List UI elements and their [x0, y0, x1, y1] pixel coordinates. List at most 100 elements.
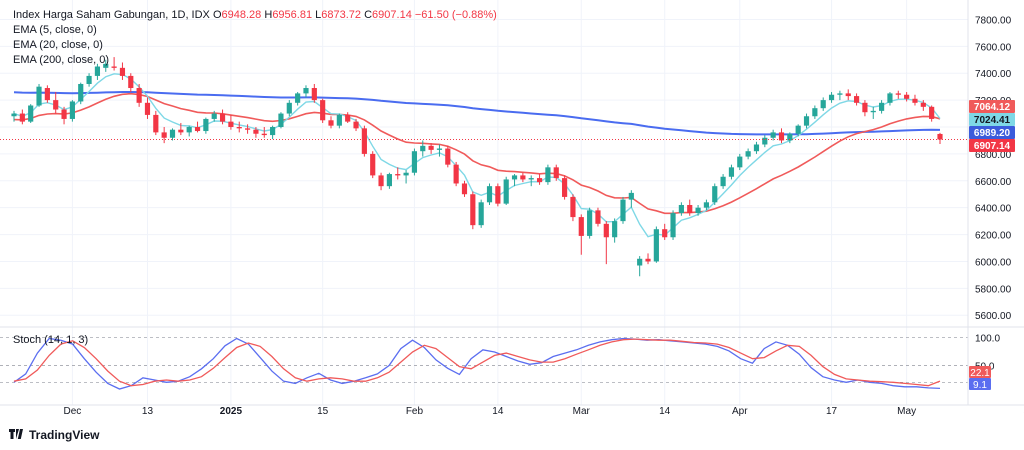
candle-body [295, 93, 301, 103]
candle-body [36, 86, 42, 106]
candle-body [19, 113, 25, 122]
candle-body [411, 151, 418, 173]
change-value: −61.50 (−0.88%) [414, 9, 497, 21]
time-tick-label: Dec [63, 406, 81, 417]
candle-body [144, 102, 151, 115]
candle-body [153, 114, 159, 133]
candle-body [194, 127, 201, 132]
candle-body [812, 108, 818, 117]
candle-body [119, 67, 126, 76]
last-price-tag: 6907.14 [974, 141, 1011, 152]
candle-body [378, 175, 384, 187]
candle-body [228, 121, 234, 128]
candle-body [44, 88, 50, 101]
candle-body [203, 118, 209, 132]
candle-body [545, 167, 551, 183]
candle-body [662, 229, 668, 238]
candle-body [587, 210, 593, 236]
price-tick-label: 7600.00 [975, 42, 1012, 53]
candle-body [728, 167, 735, 177]
time-tick-label: 2025 [220, 406, 243, 417]
candle-body [803, 116, 810, 126]
candle-body [328, 120, 334, 126]
price-tags: 7064.12 7024.41 6989.20 6907.14 22.19.1 [969, 100, 1015, 391]
stoch-k-tag: 9.1 [973, 380, 987, 391]
candle-body [895, 93, 901, 95]
legend-ema20[interactable]: EMA (20, close, 0) [13, 39, 103, 52]
legend-ema5[interactable]: EMA (5, close, 0) [13, 24, 97, 37]
price-tick-label: 6800.00 [975, 150, 1012, 161]
candle-body [637, 258, 643, 266]
candle-body [620, 199, 626, 222]
candle-body [595, 210, 601, 224]
candle-body [787, 133, 793, 141]
candle-body [61, 109, 67, 119]
candle-body [161, 132, 167, 138]
price-tick-label: 7400.00 [975, 69, 1012, 80]
candle-body [253, 129, 259, 134]
candle-body [737, 156, 743, 168]
candle-body [445, 148, 451, 165]
ema20-price-tag-bg [969, 100, 1015, 113]
candle-body [395, 174, 401, 176]
candle-body [720, 176, 726, 187]
candle-body [712, 186, 718, 203]
last-price-tag-bg [969, 139, 1015, 152]
chart-legend-main: Index Harga Saham Gabungan, 1D, IDX O694… [13, 9, 497, 22]
candle-body [937, 133, 943, 140]
candle-body [103, 63, 109, 68]
candle-body [837, 93, 843, 95]
candle-body [94, 66, 101, 76]
candle-body [912, 98, 918, 103]
ema5-path [13, 73, 941, 238]
time-tick-label: Apr [732, 406, 748, 417]
legend-ema200[interactable]: EMA (200, close, 0) [13, 54, 109, 67]
time-tick-label: 13 [142, 406, 154, 417]
candle-body [320, 100, 326, 121]
candle-body [603, 223, 609, 238]
ema20-line [13, 92, 941, 215]
candle-body [311, 88, 317, 101]
ema5-price-tag-bg [969, 113, 1015, 126]
stoch-lines [13, 337, 941, 390]
time-tick-label: 14 [659, 406, 671, 417]
stoch-label: Stoch (14, 1, 3) [13, 334, 89, 346]
ema5-line [13, 73, 941, 238]
candle-body [853, 96, 860, 103]
candle-body [703, 202, 710, 208]
candle-body [929, 106, 935, 119]
candle-body [904, 94, 910, 99]
candle-body [286, 102, 292, 114]
candle-body [453, 164, 459, 184]
candle-body [86, 75, 92, 84]
ema20-price-tag: 7064.12 [974, 102, 1011, 113]
candle-body [211, 113, 217, 119]
ema5-price-tag: 7024.41 [974, 115, 1011, 126]
ema200-price-tag: 6989.20 [974, 128, 1011, 139]
price-grid [0, 0, 968, 405]
candle-body [879, 102, 885, 111]
candle-body [111, 66, 117, 68]
candle-body [745, 151, 751, 157]
stoch-d-tag-bg [969, 366, 991, 378]
candle-body [186, 127, 192, 133]
ema200-price-tag-bg [969, 126, 1015, 139]
legend-stoch[interactable]: Stoch (14, 1, 3) [13, 334, 88, 347]
ema200-path [13, 91, 941, 136]
candle-body [570, 196, 576, 218]
tradingview-logo[interactable]: TradingView [9, 428, 99, 442]
candle-body [511, 175, 518, 180]
open-label: O [212, 9, 222, 21]
price-tick-label: 5600.00 [975, 311, 1012, 322]
candle-body [370, 153, 376, 176]
close-label: C [364, 9, 373, 21]
candle-body [11, 113, 17, 117]
candle-body [219, 113, 226, 122]
candle-body [753, 144, 760, 152]
candle-body [403, 172, 409, 176]
stoch-k-tag-bg [969, 378, 991, 390]
candle-body [687, 204, 693, 214]
candle-body [645, 258, 651, 262]
candle-body [470, 194, 476, 226]
